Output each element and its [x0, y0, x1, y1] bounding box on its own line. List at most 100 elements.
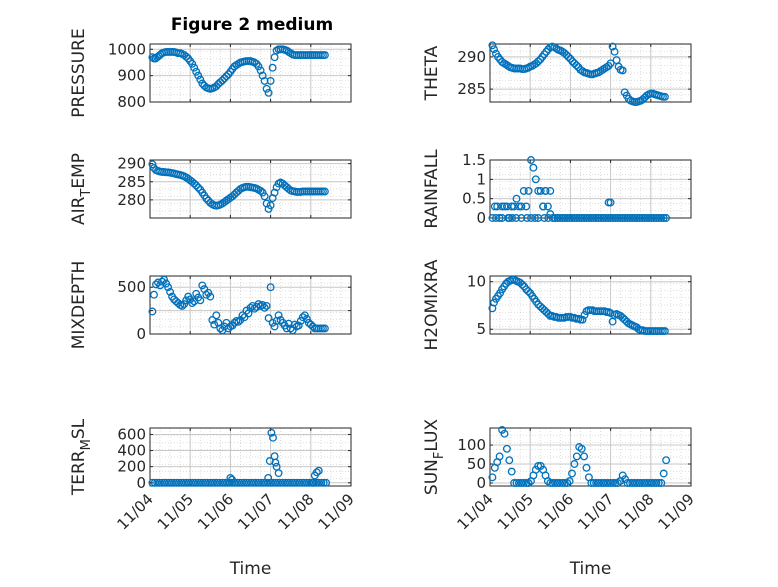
data-point: [546, 186, 555, 195]
data-point: [650, 214, 658, 222]
y-tick-label: 50: [467, 455, 486, 473]
data-point: [312, 478, 321, 487]
data-point: [570, 59, 579, 68]
data-point: [212, 311, 221, 320]
data-point: [544, 310, 553, 318]
data-point: [216, 324, 225, 333]
data-point: [196, 75, 205, 84]
data-point: [172, 478, 181, 487]
grid: [490, 44, 691, 102]
data-point: [264, 473, 273, 482]
y-tick-label: 5: [476, 320, 486, 338]
data-point: [633, 214, 642, 222]
y-tick-label: 285: [457, 80, 486, 98]
grid: [150, 44, 351, 102]
data-point: [517, 202, 526, 211]
data-point: [555, 479, 564, 487]
data-point: [302, 315, 311, 323]
data-point: [194, 71, 203, 80]
y-tick-label: 0: [136, 325, 146, 343]
grid: [490, 428, 691, 486]
subplot-h2omixra: 5 10 H2OMIXRA: [422, 259, 692, 351]
data-point: [504, 214, 513, 222]
data-point: [534, 186, 543, 195]
data-point: [262, 301, 271, 310]
data-point: [659, 214, 668, 222]
data-point: [568, 57, 577, 66]
data-point: [254, 478, 263, 487]
data-point: [211, 478, 220, 487]
data-point: [320, 51, 329, 60]
data-point: [294, 321, 303, 330]
data-point: [295, 478, 304, 487]
data-point: [308, 478, 317, 487]
data-point: [572, 61, 581, 70]
data-point: [517, 214, 526, 222]
data-point: [249, 478, 258, 487]
data-point: [565, 477, 574, 486]
data-point: [577, 444, 586, 453]
data-point: [206, 292, 215, 301]
data-point: [320, 324, 329, 333]
data-point: [290, 320, 299, 329]
y-tick-label: 0: [476, 209, 486, 227]
data-point: [153, 478, 162, 487]
data-point: [522, 202, 531, 211]
data-point: [312, 468, 321, 477]
data-point: [512, 479, 521, 487]
data-point: [572, 214, 581, 222]
data-point: [662, 214, 671, 222]
data-point: [170, 478, 179, 487]
data-point: [660, 92, 669, 101]
y-tick-label: 10: [467, 273, 486, 291]
data-point: [589, 214, 598, 222]
data-point: [273, 478, 282, 487]
data-point: [250, 304, 259, 313]
axes-box: [149, 159, 352, 219]
data-point: [196, 296, 205, 305]
x-tick-label: 11/07: [574, 490, 617, 533]
y-tick-label: 0: [476, 474, 486, 492]
data-point: [222, 72, 231, 81]
data-point: [192, 181, 201, 190]
x-tick-label: 11/04: [114, 490, 157, 533]
data-point: [536, 186, 545, 195]
data-point: [271, 458, 280, 467]
data-point: [180, 300, 189, 309]
data-point: [609, 479, 617, 487]
data-point: [560, 479, 569, 487]
data-point: [262, 84, 271, 93]
data-point: [267, 428, 276, 437]
data-point: [551, 479, 560, 487]
data-point: [495, 452, 504, 461]
data-point: [652, 214, 661, 222]
data-point: [611, 214, 620, 222]
data-point: [592, 214, 601, 222]
data-point: [635, 479, 644, 487]
data-point: [191, 478, 200, 487]
data-point: [495, 214, 504, 222]
data-point: [544, 214, 553, 222]
data-point: [493, 202, 502, 211]
data-point: [319, 478, 328, 487]
y-axis-label: RAINFALL: [422, 149, 442, 229]
data-point: [218, 76, 227, 85]
data-point: [274, 469, 283, 478]
data-point: [662, 456, 671, 465]
data-point: [192, 67, 201, 76]
data-point: [657, 214, 666, 222]
data-point: [630, 479, 639, 487]
y-tick-label: 285: [117, 173, 146, 191]
subplot-rainfall: 00.5 11.5 RAINFALL: [422, 149, 692, 229]
data-point: [322, 478, 331, 487]
y-axis-label: THETA: [422, 45, 442, 101]
y-axis-label: MIXDEPTH: [69, 261, 89, 350]
data-point: [290, 478, 299, 487]
data-point: [266, 283, 275, 292]
data-series: [148, 160, 329, 213]
data-point: [529, 163, 538, 172]
data-point: [507, 467, 516, 476]
subplot-mixdepth: 0 500 MIXDEPTH: [69, 261, 352, 350]
